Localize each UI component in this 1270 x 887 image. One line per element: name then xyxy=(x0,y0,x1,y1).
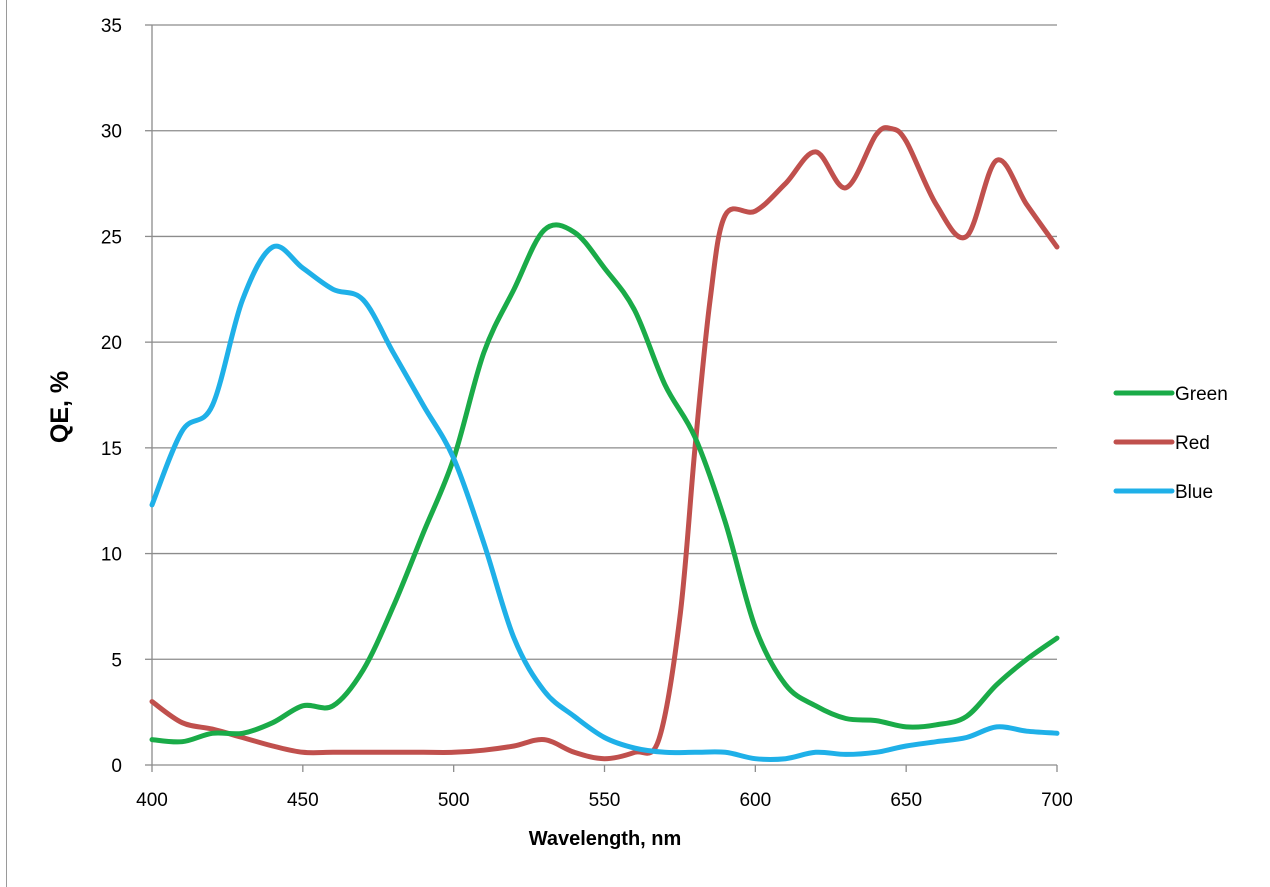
y-tick-label-0: 0 xyxy=(111,756,122,777)
y-tick-label-20: 20 xyxy=(101,333,122,354)
series-lines xyxy=(149,125,1060,762)
x-tick-label-600: 600 xyxy=(739,790,771,811)
series-line-red xyxy=(149,125,1060,762)
x-tick-label-450: 450 xyxy=(287,790,319,811)
series-line-green xyxy=(149,222,1060,745)
x-tick-labels: 400 450 500 550 600 650 700 xyxy=(136,790,1073,811)
x-tick-label-400: 400 xyxy=(136,790,168,811)
x-tick-label-500: 500 xyxy=(438,790,470,811)
x-tick-label-650: 650 xyxy=(890,790,922,811)
x-axis-title: Wavelength, nm xyxy=(529,828,682,850)
y-tick-label-5: 5 xyxy=(111,650,122,671)
left-border-line xyxy=(6,0,7,887)
y-axis-title: QE, % xyxy=(46,371,74,443)
grid-lines xyxy=(152,24,1057,660)
legend-label-green: Green xyxy=(1175,384,1228,405)
legend-label-red: Red xyxy=(1175,433,1210,454)
y-tick-label-30: 30 xyxy=(101,122,122,143)
legend: Green Red Blue xyxy=(1113,384,1228,503)
series-line-blue xyxy=(149,243,1060,762)
axes xyxy=(145,24,1058,772)
y-tick-label-25: 25 xyxy=(101,227,122,248)
y-tick-label-15: 15 xyxy=(101,439,122,460)
y-tick-label-10: 10 xyxy=(101,545,122,566)
x-tick-label-700: 700 xyxy=(1041,790,1073,811)
y-tick-label-35: 35 xyxy=(101,16,122,37)
x-tick-label-550: 550 xyxy=(589,790,621,811)
legend-label-blue: Blue xyxy=(1175,482,1213,503)
y-tick-labels: 0 5 10 15 20 25 30 35 xyxy=(101,16,122,777)
